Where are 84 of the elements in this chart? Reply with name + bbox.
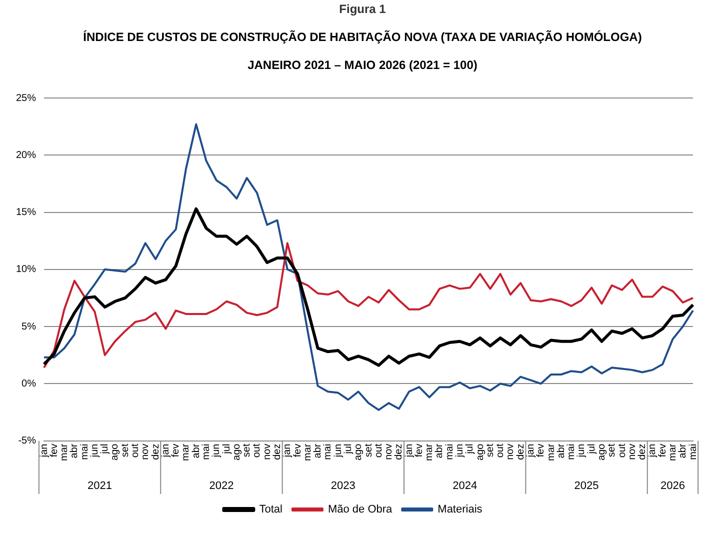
x-tick-label: fev (292, 444, 304, 458)
x-tick-label: set (363, 444, 374, 458)
x-tick-label: mai (566, 444, 578, 460)
x-tick-label: set (484, 444, 496, 458)
x-tick-label: fev (414, 444, 425, 458)
x-tick-label: abr (190, 443, 202, 458)
x-tick-label: mai (688, 444, 699, 460)
y-tick-label: 0% (22, 378, 36, 390)
x-tick-label: jun (576, 444, 588, 458)
x-tick-label: mar (180, 443, 192, 462)
x-tick-label: out (252, 444, 263, 458)
x-tick-label: jan (160, 444, 172, 458)
x-tick-label: out (495, 444, 506, 458)
x-tick-label: abr (434, 443, 446, 458)
x-tick-label: fev (170, 444, 182, 458)
x-tick-label: mar (302, 443, 314, 462)
x-tick-label: out (616, 444, 628, 458)
x-tick-label: dez (515, 444, 526, 460)
x-tick-label: ago (231, 443, 242, 460)
text: 2023 (330, 480, 356, 492)
x-tick-label: set (120, 444, 131, 458)
text: Figura 1 (338, 2, 387, 16)
x-tick-label: dez (272, 444, 283, 460)
y-tick-label: 5% (22, 321, 36, 332)
x-tick-label: ago (474, 443, 486, 460)
x-tick-label: mar (59, 443, 70, 462)
x-tick-label: nov (262, 444, 273, 460)
x-tick-label: jun (211, 444, 222, 458)
x-tick-label: jan (404, 444, 415, 458)
x-tick-label: abr (556, 443, 567, 458)
text: 2025 (574, 480, 599, 492)
y-tick-label: 10% (16, 264, 36, 276)
x-tick-label: jun (332, 444, 344, 458)
x-tick-label: set (242, 444, 253, 458)
x-tick-label: ago (596, 443, 608, 460)
x-tick-label: out (373, 444, 384, 458)
x-tick-label: jul (586, 444, 598, 455)
x-tick-label: abr (312, 443, 324, 458)
legend-label: Mão de Obra (328, 504, 394, 516)
x-tick-label: jul (342, 444, 354, 455)
x-tick-label: fev (657, 444, 668, 458)
x-tick-label: mai (322, 444, 334, 460)
x-tick-label: jul (221, 444, 232, 455)
x-tick-label: abr (678, 443, 689, 458)
x-tick-label: set (606, 444, 618, 458)
y-tick-label: -5% (18, 436, 36, 447)
y-tick-label: 20% (16, 150, 36, 161)
x-tick-label: dez (394, 444, 405, 460)
x-tick-label: jan (526, 444, 537, 458)
x-tick-label: jun (454, 444, 466, 458)
x-tick-label: nov (626, 444, 638, 460)
y-tick-label: 25% (16, 92, 36, 104)
x-tick-label: jan (647, 444, 658, 458)
x-tick-label: nov (384, 444, 395, 460)
x-tick-label: mai (79, 444, 90, 460)
chart-subtitle: JANEIRO 2021 – MAIO 2026 (2021 = 100) (246, 58, 478, 72)
x-tick-label: nov (140, 444, 152, 460)
x-tick-label: mai (444, 444, 456, 460)
x-tick-label: jun (89, 444, 100, 458)
x-tick-label: fev (48, 444, 60, 458)
x-tick-label: dez (637, 444, 648, 460)
x-tick-label: jan (38, 444, 50, 458)
x-tick-label: fev (536, 444, 547, 458)
text: 2026 (660, 480, 685, 492)
x-tick-label: ago (353, 443, 364, 460)
text: 2024 (452, 480, 478, 492)
x-tick-label: abr (69, 443, 80, 458)
x-tick-label: jul (100, 444, 111, 455)
y-tick-label: 15% (16, 207, 36, 218)
legend-label: Materiais (438, 504, 483, 516)
x-tick-label: nov (505, 444, 516, 460)
x-tick-label: jul (464, 444, 476, 455)
legend-label: Total (259, 504, 282, 516)
x-tick-label: mar (667, 443, 678, 462)
x-tick-label: out (130, 444, 142, 458)
text: 2021 (88, 480, 112, 492)
x-tick-label: jan (282, 444, 294, 458)
x-tick-label: dez (150, 444, 162, 460)
x-tick-label: mar (424, 443, 436, 462)
chart-title: ÍNDICE DE CUSTOS DE CONSTRUÇÃO DE HABITAÇÃO NOVA (TAXA DE VARIAÇÃO HOMÓLOGA) (82, 30, 643, 44)
x-tick-label: mar (546, 443, 557, 462)
x-tick-label: mai (201, 444, 212, 460)
text: 2022 (209, 480, 234, 492)
x-tick-label: ago (110, 443, 121, 460)
